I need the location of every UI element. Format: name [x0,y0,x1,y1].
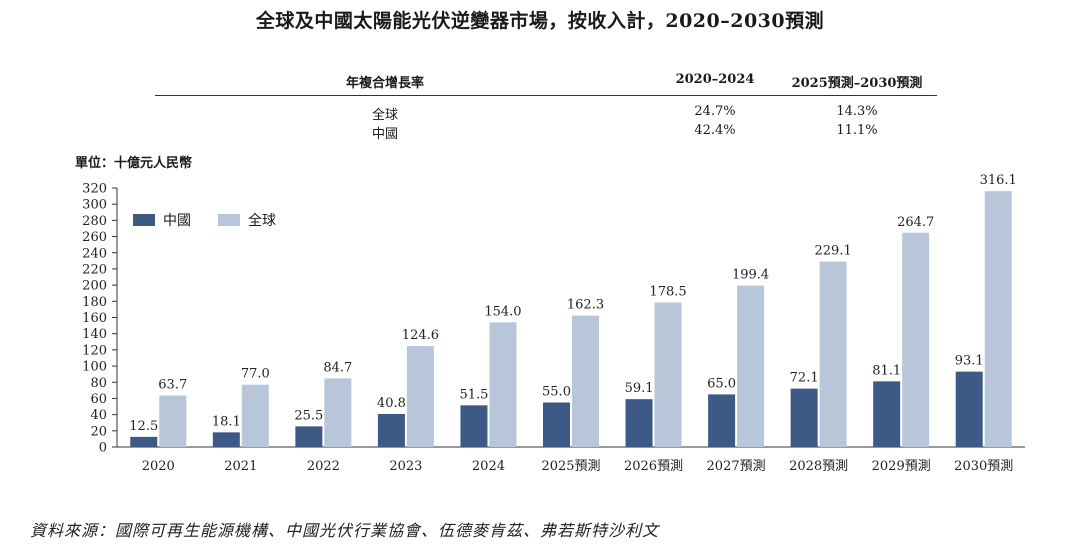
data-label: 124.6 [402,328,439,343]
source-note: 資料來源：國際可再生能源機構、中國光伏行業協會、伍德麥肯茲、弗若斯特沙利文 [30,521,660,540]
x-tick-label: 2027預測 [707,459,766,474]
bar-global [737,285,765,447]
bar-china [130,436,158,447]
cagr-row-global: 全球 24.7% 14.3% [155,104,937,123]
x-tick-label: 2021 [224,459,257,474]
data-label: 40.8 [377,396,406,411]
bar-global [572,315,599,447]
y-tick-label: 120 [82,343,107,358]
bar-global [902,232,930,447]
y-tick-label: 220 [82,262,107,277]
bar-china [955,371,983,447]
legend-item-global: 全球 [218,210,276,230]
bar-china [460,405,488,447]
data-label: 12.5 [129,419,158,434]
cagr-header-label: 年複合增長率 [345,76,424,91]
legend-label-global: 全球 [248,213,276,229]
bar-chart: 0204060801001201401601802002202402602803… [82,173,1025,474]
x-tick-label: 2028預測 [789,459,848,474]
data-label: 178.5 [649,285,686,300]
bar-global [489,322,517,447]
x-tick-label: 2026預測 [624,459,683,474]
bar-china [377,413,405,447]
cagr-row-china: 中國 42.4% 11.1% [155,123,937,142]
y-tick-label: 320 [82,182,107,197]
legend-swatch-china [133,214,155,226]
data-label: 65.0 [707,376,736,391]
data-label: 162.3 [567,298,604,313]
cagr-header-col2: 2025預測–2030預測 [791,76,923,91]
chart-title: 全球及中國太陽能光伏逆變器市場，按收入計，2020–2030預測 [255,10,825,32]
y-tick-label: 260 [82,230,107,245]
y-tick-label: 140 [82,327,107,342]
y-tick-label: 160 [82,311,107,326]
y-tick-label: 40 [90,408,107,423]
data-label: 229.1 [815,244,852,259]
unit-label: 單位：十億元人民幣 [75,156,193,171]
bar-global [406,346,434,447]
data-label: 199.4 [732,268,769,283]
cagr-row-col1: 42.4% [694,123,736,138]
cagr-row-col2: 11.1% [836,123,878,138]
data-label: 154.0 [484,304,521,319]
data-label: 316.1 [980,173,1017,188]
legend-item-china: 中國 [133,210,191,230]
data-label: 25.5 [294,408,323,423]
data-label: 93.1 [955,354,984,369]
legend-swatch-global [218,214,240,226]
legend-label-china: 中國 [163,213,191,229]
x-tick-label: 2020 [142,459,175,474]
y-tick-label: 240 [82,246,107,261]
data-label: 18.1 [212,414,241,429]
bar-global [984,191,1012,447]
bar-china [295,426,323,447]
bar-china [708,394,736,447]
data-label: 51.5 [459,387,488,402]
bar-global [819,261,847,447]
data-label: 84.7 [323,360,352,375]
data-label: 77.0 [241,367,270,382]
cagr-table: 年複合增長率 2020–2024 2025預測–2030預測 全球 24.7% … [155,72,937,142]
data-label: 59.1 [625,381,654,396]
y-tick-label: 200 [82,279,107,294]
bar-china [790,388,818,447]
x-tick-label: 2030預測 [954,459,1013,474]
y-tick-label: 80 [90,376,107,391]
cagr-row-col2: 14.3% [836,104,878,119]
x-tick-label: 2025預測 [541,459,600,474]
data-label: 81.1 [872,363,901,378]
cagr-divider [155,95,937,96]
data-label: 72.1 [790,371,819,386]
y-tick-label: 0 [99,441,107,456]
bar-china [543,402,570,447]
x-tick-label: 2024 [472,459,505,474]
bar-global [159,395,187,447]
data-label: 55.0 [542,384,571,399]
x-tick-label: 2029預測 [872,459,931,474]
y-tick-label: 300 [82,198,107,213]
x-tick-label: 2023 [389,459,422,474]
bar-global [324,378,352,447]
y-tick-label: 280 [82,214,107,229]
cagr-header-col1: 2020–2024 [675,72,755,87]
bar-china [873,381,901,447]
y-tick-label: 20 [90,424,107,439]
bar-china [625,399,653,447]
y-tick-label: 100 [82,360,107,375]
bar-global [241,384,269,447]
cagr-row-col1: 24.7% [694,104,736,119]
cagr-header-row: 年複合增長率 2020–2024 2025預測–2030預測 [155,72,937,94]
bar-global [654,302,682,447]
y-tick-label: 60 [90,392,107,407]
data-label: 63.7 [158,377,187,392]
cagr-row-label: 全球 [371,108,398,123]
y-tick-label: 180 [82,295,107,310]
cagr-row-label: 中國 [371,127,398,142]
bar-china [212,432,240,447]
data-label: 264.7 [897,215,934,230]
x-tick-label: 2022 [307,459,340,474]
